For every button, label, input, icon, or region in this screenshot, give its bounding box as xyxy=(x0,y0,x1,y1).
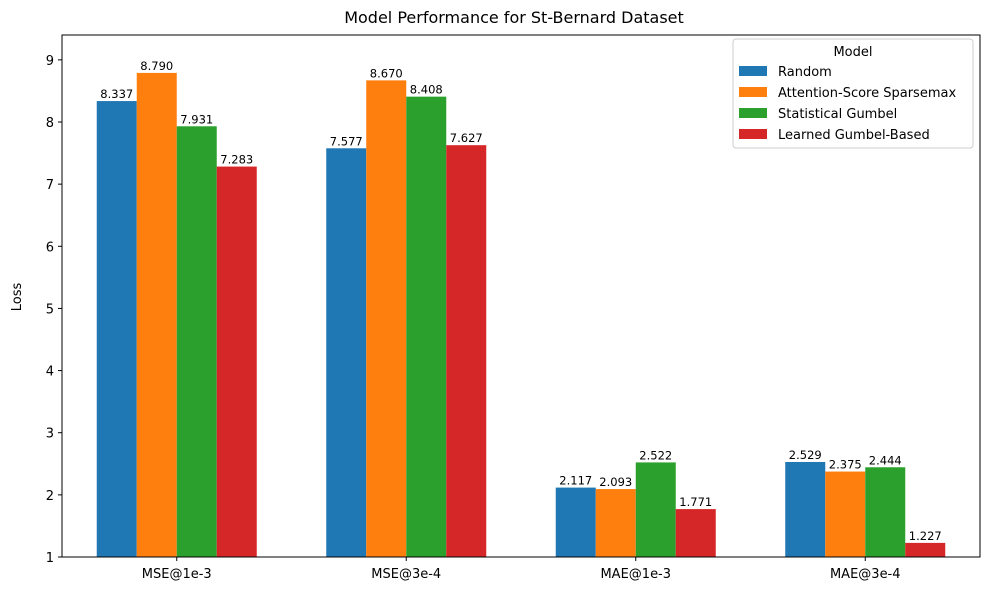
data-label: 7.931 xyxy=(180,112,213,126)
bar xyxy=(635,462,676,557)
data-label: 8.670 xyxy=(370,66,403,80)
legend-swatch xyxy=(739,129,767,139)
bar xyxy=(865,467,906,557)
data-label: 2.444 xyxy=(869,453,902,467)
y-tick-label: 9 xyxy=(46,54,54,69)
data-label: 7.627 xyxy=(450,131,483,145)
plot-area: 8.337 7.577 2.117 2.529 8.790 8.670 2.093 2.375… xyxy=(46,34,981,582)
bar xyxy=(96,101,137,557)
bar xyxy=(555,487,596,557)
bar xyxy=(326,148,367,558)
y-tick-label: 5 xyxy=(46,302,54,317)
y-tick-label: 7 xyxy=(46,178,54,193)
legend-swatch xyxy=(739,66,767,76)
x-tick-label: MSE@1e-3 xyxy=(142,567,212,582)
data-label: 2.529 xyxy=(789,448,822,462)
data-label: 7.577 xyxy=(330,134,363,148)
bar xyxy=(216,166,257,557)
legend-title: Model xyxy=(833,45,872,60)
y-tick-label: 4 xyxy=(46,365,54,380)
data-label: 2.093 xyxy=(599,475,632,489)
x-tick-label: MAE@1e-3 xyxy=(600,567,671,582)
x-tick-label: MAE@3e-4 xyxy=(830,567,901,582)
bar xyxy=(446,145,487,557)
data-label: 2.117 xyxy=(559,474,592,488)
legend-swatch xyxy=(739,108,767,118)
data-label: 8.408 xyxy=(410,83,443,97)
y-tick-label: 2 xyxy=(46,489,54,504)
data-label: 7.283 xyxy=(220,153,253,167)
y-tick-label: 6 xyxy=(46,240,54,255)
y-tick-label: 8 xyxy=(46,116,54,131)
bar xyxy=(136,72,177,557)
bar xyxy=(675,509,716,557)
data-label: 2.375 xyxy=(829,458,862,472)
y-tick-label: 3 xyxy=(46,427,54,442)
x-tick-label: MSE@3e-4 xyxy=(371,567,441,582)
legend-swatch xyxy=(739,87,767,97)
data-label: 1.227 xyxy=(909,529,942,543)
legend-entry: Random xyxy=(778,65,832,80)
bar xyxy=(595,489,636,557)
bar xyxy=(406,96,447,558)
y-axis-label: Loss xyxy=(10,283,25,312)
data-label: 8.337 xyxy=(100,87,133,101)
chart-title: Model Performance for St-Bernard Dataset xyxy=(344,8,684,27)
legend-entry: Statistical Gumbel xyxy=(778,107,897,122)
bar xyxy=(366,80,407,558)
bar xyxy=(176,126,217,557)
bar xyxy=(785,461,826,557)
legend-entry: Learned Gumbel-Based xyxy=(778,128,930,143)
axes-frame xyxy=(61,34,981,558)
legend-entry: Attention-Score Sparsemax xyxy=(778,86,956,101)
data-label: 1.771 xyxy=(679,495,712,509)
data-label: 2.522 xyxy=(639,448,672,462)
bar xyxy=(905,542,946,557)
y-tick-label: 1 xyxy=(46,551,54,566)
legend-box xyxy=(732,38,974,149)
data-label: 8.790 xyxy=(140,59,173,73)
bar xyxy=(825,471,866,557)
